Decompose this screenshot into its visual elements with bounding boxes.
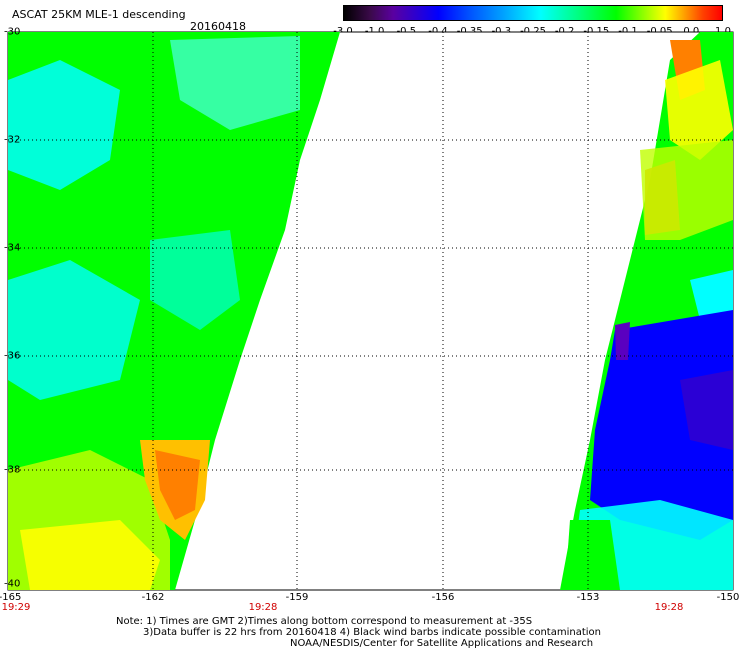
footer-note-line2: 3)Data buffer is 22 hrs from 20160418 4)…	[143, 627, 601, 638]
colorbar	[343, 5, 723, 21]
lon-label: -150	[716, 592, 740, 603]
lat-label: -36	[4, 350, 21, 362]
left-swath-cyan-patch-4	[150, 230, 240, 330]
right-swath-purple-edge	[615, 322, 630, 360]
lat-label: -34	[4, 242, 21, 254]
footer-note-line3: NOAA/NESDIS/Center for Satellite Applica…	[290, 638, 594, 649]
left-swath-yellow	[20, 520, 160, 590]
left-swath	[8, 32, 340, 590]
footer-note-line1: Note: 1) Times are GMT 2)Times along bot…	[116, 616, 533, 627]
left-swath-cyan-patch-1	[8, 60, 120, 190]
right-swath-yellow-top	[665, 60, 733, 160]
left-swath-orange-core	[155, 450, 200, 520]
graticule	[8, 32, 733, 590]
lat-label: -38	[4, 464, 21, 476]
lat-label: -40	[4, 578, 21, 590]
right-swath	[560, 32, 733, 590]
left-swath-cyan-patch-3	[170, 36, 300, 130]
left-swath-cyan-patch-2	[8, 260, 140, 400]
right-swath-purple-patch	[680, 370, 733, 450]
lon-label: -156	[431, 592, 455, 603]
right-swath-yellowgreen	[640, 140, 733, 240]
time-label: 19:28	[654, 602, 684, 613]
time-label: 19:28	[248, 602, 278, 613]
lon-label: -153	[576, 592, 600, 603]
right-swath-blue	[590, 310, 733, 540]
lat-label: -30	[4, 26, 21, 38]
lon-label: -159	[285, 592, 309, 603]
time-label: 19:29	[1, 602, 31, 613]
lat-label: -32	[4, 134, 21, 146]
product-date: 20160418	[190, 20, 246, 33]
lon-label: -162	[141, 592, 165, 603]
right-swath-green-bottom	[565, 520, 620, 590]
product-title: ASCAT 25KM MLE-1 descending	[12, 8, 186, 21]
lon-label: -165	[0, 592, 22, 603]
